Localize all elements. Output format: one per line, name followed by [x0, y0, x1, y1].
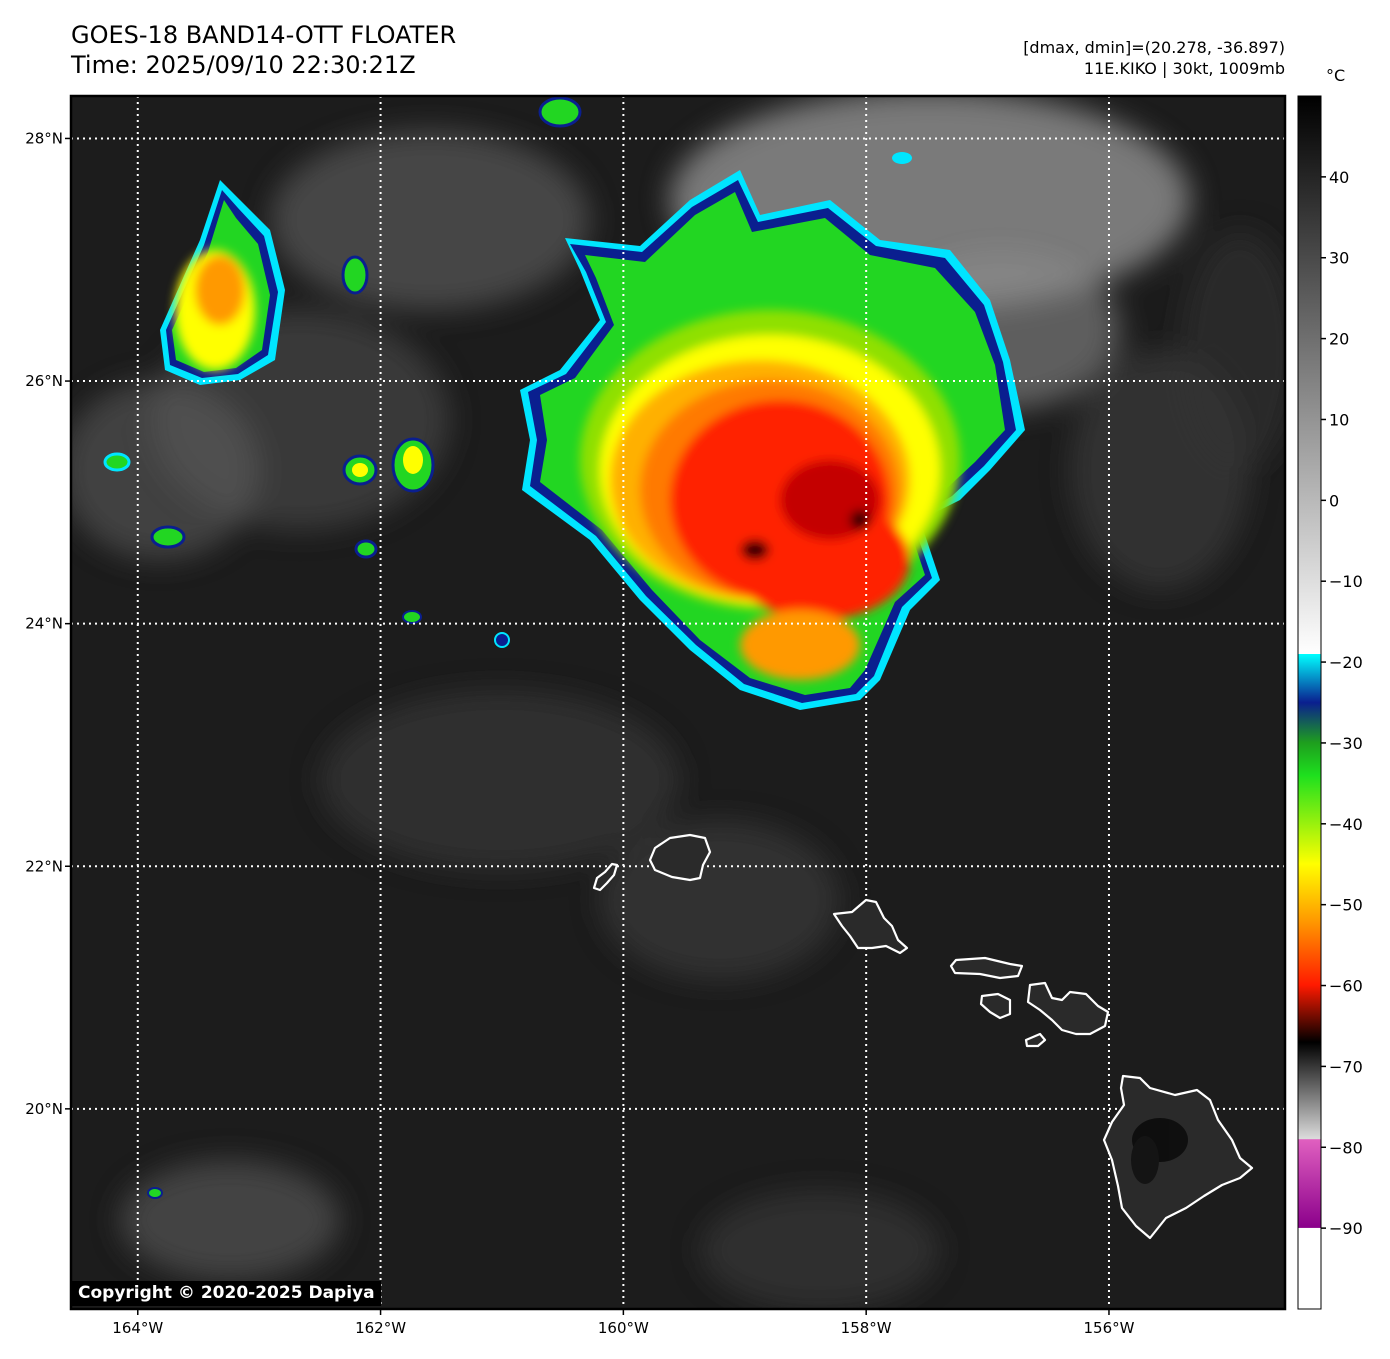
chart-title: GOES-18 BAND14-OTT FLOATER [71, 21, 457, 49]
colorbar-tick-label: −50 [1329, 896, 1363, 915]
colorbar-tick-label: 20 [1329, 330, 1349, 349]
lat-tick-label: 26°N [25, 372, 63, 390]
kahoolawe-island [1024, 1032, 1047, 1048]
colorbar-gradient [1297, 95, 1322, 1310]
lat-tick-label: 28°N [25, 129, 63, 147]
oahu-island [832, 898, 909, 955]
colorbar-ticks: 40 30 20 10 0 −10 −20 −30 −40 −50 −60 −70 −80 −90 [1321, 168, 1363, 1238]
latitude-axis: 28°N 26°N 24°N 22°N 20°N [25, 129, 71, 1118]
convective-cloud-mass [520, 170, 1025, 710]
colorbar-tick-label: −30 [1329, 734, 1363, 753]
lon-tick-label: 164°W [112, 1319, 163, 1337]
colorbar-unit: °C [1326, 66, 1346, 85]
niihau-island [592, 862, 619, 892]
western-convection [103, 96, 912, 1199]
lat-tick-label: 22°N [25, 857, 63, 875]
lon-tick-label: 158°W [841, 1319, 892, 1337]
colorbar-tick-label: −20 [1329, 653, 1363, 672]
colorbar: 40 30 20 10 0 −10 −20 −30 −40 −50 −60 −70 −80 −90 [1297, 95, 1363, 1310]
lat-tick-label: 20°N [25, 1100, 63, 1118]
colorbar-tick-label: −40 [1329, 815, 1363, 834]
big-island-terrain [1131, 1118, 1188, 1184]
lon-tick-label: 160°W [598, 1319, 649, 1337]
copyright-label: Copyright © 2020-2025 Dapiya [72, 1281, 381, 1306]
colorbar-tick-label: −10 [1329, 572, 1363, 591]
colorbar-tick-label: 0 [1329, 491, 1339, 510]
colorbar-tick-label: 40 [1329, 168, 1349, 187]
data-range-label: [dmax, dmin]=(20.278, -36.897) [1023, 38, 1285, 57]
colorbar-tick-label: 30 [1329, 249, 1349, 268]
coastlines [592, 833, 1254, 1240]
molokai-island [949, 956, 1024, 980]
lon-tick-label: 162°W [355, 1319, 406, 1337]
hawaii-island [1102, 1074, 1254, 1240]
lanai-island [979, 992, 1012, 1020]
maui-island [1026, 981, 1110, 1036]
colorbar-tick-label: −60 [1329, 977, 1363, 996]
colorbar-tick-label: −80 [1329, 1138, 1363, 1157]
lon-tick-label: 156°W [1083, 1319, 1134, 1337]
kauai-island [648, 833, 712, 882]
colorbar-tick-label: −90 [1329, 1219, 1363, 1238]
colorbar-tick-label: 10 [1329, 410, 1349, 429]
timestamp: Time: 2025/09/10 22:30:21Z [71, 51, 416, 79]
colorbar-tick-label: −70 [1329, 1057, 1363, 1076]
lat-tick-label: 24°N [25, 615, 63, 633]
map-frame [69, 94, 1287, 1311]
longitude-axis: 164°W 162°W 160°W 158°W 156°W [112, 1309, 1135, 1337]
storm-info-label: 11E.KIKO | 30kt, 1009mb [1083, 59, 1285, 78]
